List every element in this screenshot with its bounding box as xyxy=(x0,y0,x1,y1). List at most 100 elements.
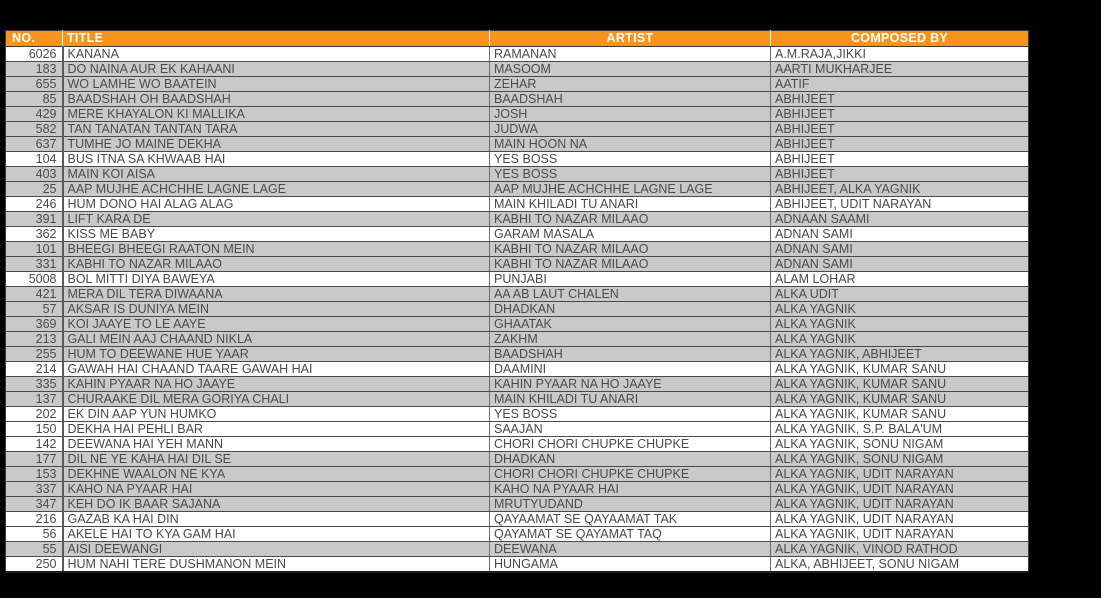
table-row[interactable]: 153 DEKHNE WAALON NE KYA CHORI CHORI CHUPK… xyxy=(5,466,1029,482)
cell-composed-by: ADNAN SAMI xyxy=(770,241,1029,257)
table-row[interactable]: 150 DEKHA HAI PEHLI BAR SAAJAN ALKA YAGNIK,… xyxy=(5,421,1029,437)
table-row[interactable]: 250 HUM NAHI TERE DUSHMANON MEIN HUNGAMA AL… xyxy=(5,556,1029,573)
table-row[interactable]: 347 KEH DO IK BAAR SAJANA MRUTYUDAND ALKA Y… xyxy=(5,496,1029,512)
cell-no: 25 xyxy=(5,181,64,197)
table-row[interactable]: 391 LIFT KARA DE KABHI TO NAZAR MILAAO ADNA… xyxy=(5,211,1029,227)
table-row[interactable]: 369 KOI JAAYE TO LE AAYE GHAATAK ALKA YAGNI… xyxy=(5,316,1029,332)
cell-artist: MAIN KHILADI TU ANARI xyxy=(489,391,771,407)
cell-artist: DHADKAN xyxy=(489,451,771,467)
cell-no: 216 xyxy=(5,511,64,527)
cell-no: 104 xyxy=(5,151,64,167)
cell-title: DEKHNE WAALON NE KYA xyxy=(62,466,490,482)
cell-composed-by: ALKA, ABHIJEET, SONU NIGAM xyxy=(770,556,1029,573)
table-row[interactable]: 104 BUS ITNA SA KHWAAB HAI YES BOSS ABHIJEE… xyxy=(5,151,1029,167)
cell-no: 202 xyxy=(5,406,64,422)
table-row[interactable]: 331 KABHI TO NAZAR MILAAO KABHI TO NAZAR M… xyxy=(5,256,1029,272)
table-row[interactable]: 183 DO NAINA AUR EK KAHAANI MASOOM AARTI MU… xyxy=(5,61,1029,77)
cell-no: 153 xyxy=(5,466,64,482)
cell-artist: KABHI TO NAZAR MILAAO xyxy=(489,211,771,227)
table-row[interactable]: 403 MAIN KOI AISA YES BOSS ABHIJEET xyxy=(5,166,1029,182)
cell-artist: KAHO NA PYAAR HAI xyxy=(489,481,771,497)
table-row[interactable]: 216 GAZAB KA HAI DIN QAYAAMAT SE QAYAAMAT … xyxy=(5,511,1029,527)
cell-no: 337 xyxy=(5,481,64,497)
cell-title: DEKHA HAI PEHLI BAR xyxy=(62,421,490,437)
cell-composed-by: ALKA UDIT xyxy=(770,286,1029,302)
column-header-composed-by[interactable]: COMPOSED BY xyxy=(770,30,1029,47)
table-row[interactable]: 214 GAWAH HAI CHAAND TAARE GAWAH HAI DAAMI… xyxy=(5,361,1029,377)
table-row[interactable]: 56 AKELE HAI TO KYA GAM HAI QAYAMAT SE QAY… xyxy=(5,526,1029,542)
table-row[interactable]: 337 KAHO NA PYAAR HAI KAHO NA PYAAR HAI ALK… xyxy=(5,481,1029,497)
table-row[interactable]: 429 MERE KHAYALON KI MALLIKA JOSH ABHIJEET xyxy=(5,106,1029,122)
cell-artist: JUDWA xyxy=(489,121,771,137)
table-row[interactable]: 655 WO LAMHE WO BAATEIN ZEHAR AATIF xyxy=(5,76,1029,92)
table-row[interactable]: 255 HUM TO DEEWANE HUE YAAR BAADSHAH ALKA Y… xyxy=(5,346,1029,362)
cell-artist: CHORI CHORI CHUPKE CHUPKE xyxy=(489,436,771,452)
cell-title: HUM DONO HAI ALAG ALAG xyxy=(62,196,490,212)
cell-artist: HUNGAMA xyxy=(489,556,771,573)
cell-composed-by: ADNAN SAMI xyxy=(770,256,1029,272)
cell-artist: MAIN HOON NA xyxy=(489,136,771,152)
cell-composed-by: ABHIJEET xyxy=(770,151,1029,167)
cell-title: TUMHE JO MAINE DEKHA xyxy=(62,136,490,152)
cell-title: KISS ME BABY xyxy=(62,226,490,242)
cell-artist: PUNJABI xyxy=(489,271,771,287)
table-row[interactable]: 25 AAP MUJHE ACHCHHE LAGNE LAGE AAP MUJHE … xyxy=(5,181,1029,197)
cell-title: GAZAB KA HAI DIN xyxy=(62,511,490,527)
table-row[interactable]: 85 BAADSHAH OH BAADSHAH BAADSHAH ABHIJEET xyxy=(5,91,1029,107)
column-header-no[interactable]: NO. xyxy=(5,30,63,47)
cell-artist: ZEHAR xyxy=(489,76,771,92)
cell-no: 582 xyxy=(5,121,64,137)
table-row[interactable]: 335 KAHIN PYAAR NA HO JAAYE KAHIN PYAAR NA… xyxy=(5,376,1029,392)
cell-no: 150 xyxy=(5,421,64,437)
table-row[interactable]: 142 DEEWANA HAI YEH MANN CHORI CHORI CHUPK… xyxy=(5,436,1029,452)
table-row[interactable]: 362 KISS ME BABY GARAM MASALA ADNAN SAMI xyxy=(5,226,1029,242)
cell-artist: AA AB LAUT CHALEN xyxy=(489,286,771,302)
cell-composed-by: ALKA YAGNIK xyxy=(770,301,1029,317)
cell-no: 335 xyxy=(5,376,64,392)
column-header-title[interactable]: TITLE xyxy=(62,30,490,47)
cell-artist: KAHIN PYAAR NA HO JAAYE xyxy=(489,376,771,392)
table-row[interactable]: 213 GALI MEIN AAJ CHAAND NIKLA ZAKHM ALKA Y… xyxy=(5,331,1029,347)
table-row[interactable]: 177 DIL NE YE KAHA HAI DIL SE DHADKAN ALKA … xyxy=(5,451,1029,467)
cell-composed-by: ABHIJEET, UDIT NARAYAN xyxy=(770,196,1029,212)
cell-composed-by: ALKA YAGNIK, SONU NIGAM xyxy=(770,436,1029,452)
cell-title: DIL NE YE KAHA HAI DIL SE xyxy=(62,451,490,467)
table-row[interactable]: 6026 KANANA RAMANAN A.M.RAJA,JIKKI xyxy=(5,46,1029,62)
table-row[interactable]: 421 MERA DIL TERA DIWAANA AA AB LAUT CHALE… xyxy=(5,286,1029,302)
cell-composed-by: AATIF xyxy=(770,76,1029,92)
cell-no: 213 xyxy=(5,331,64,347)
cell-artist: MAIN KHILADI TU ANARI xyxy=(489,196,771,212)
cell-composed-by: ALKA YAGNIK, KUMAR SANU xyxy=(770,406,1029,422)
cell-title: TAN TANATAN TANTAN TARA xyxy=(62,121,490,137)
cell-no: 56 xyxy=(5,526,64,542)
table-row[interactable]: 137 CHURAAKE DIL MERA GORIYA CHALI MAIN KH… xyxy=(5,391,1029,407)
table-row[interactable]: 637 TUMHE JO MAINE DEKHA MAIN HOON NA ABHIJ… xyxy=(5,136,1029,152)
cell-title: WO LAMHE WO BAATEIN xyxy=(62,76,490,92)
cell-no: 429 xyxy=(5,106,64,122)
cell-no: 369 xyxy=(5,316,64,332)
table-body: 6026 KANANA RAMANAN A.M.RAJA,JIKKI 183 DO NAI… xyxy=(5,46,1029,573)
cell-artist: DHADKAN xyxy=(489,301,771,317)
table-header: NO. TITLE ARTIST COMPOSED BY xyxy=(5,30,1029,47)
cell-composed-by: ABHIJEET xyxy=(770,91,1029,107)
table-row[interactable]: 582 TAN TANATAN TANTAN TARA JUDWA ABHIJEET xyxy=(5,121,1029,137)
table-row[interactable]: 101 BHEEGI BHEEGI RAATON MEIN KABHI TO NAZ… xyxy=(5,241,1029,257)
table-row[interactable]: 5008 BOL MITTI DIYA BAWEYA PUNJABI ALAM LOH… xyxy=(5,271,1029,287)
cell-title: LIFT KARA DE xyxy=(62,211,490,227)
table-row[interactable]: 246 HUM DONO HAI ALAG ALAG MAIN KHILADI TU… xyxy=(5,196,1029,212)
table-row[interactable]: 55 AISI DEEWANGI DEEWANA ALKA YAGNIK, VINOD… xyxy=(5,541,1029,557)
table-header-row: NO. TITLE ARTIST COMPOSED BY xyxy=(5,30,1029,47)
cell-no: 421 xyxy=(5,286,64,302)
cell-composed-by: ABHIJEET xyxy=(770,121,1029,137)
cell-composed-by: ALKA YAGNIK, KUMAR SANU xyxy=(770,391,1029,407)
cell-composed-by: ABHIJEET xyxy=(770,106,1029,122)
cell-composed-by: A.M.RAJA,JIKKI xyxy=(770,46,1029,62)
cell-artist: QAYAMAT SE QAYAMAT TAQ xyxy=(489,526,771,542)
table-row[interactable]: 202 EK DIN AAP YUN HUMKO YES BOSS ALKA YAGN… xyxy=(5,406,1029,422)
column-header-artist[interactable]: ARTIST xyxy=(489,30,771,47)
cell-artist: BAADSHAH xyxy=(489,346,771,362)
cell-artist: YES BOSS xyxy=(489,151,771,167)
table-row[interactable]: 57 AKSAR IS DUNIYA MEIN DHADKAN ALKA YAGNIK xyxy=(5,301,1029,317)
cell-composed-by: ADNAAN SAAMI xyxy=(770,211,1029,227)
